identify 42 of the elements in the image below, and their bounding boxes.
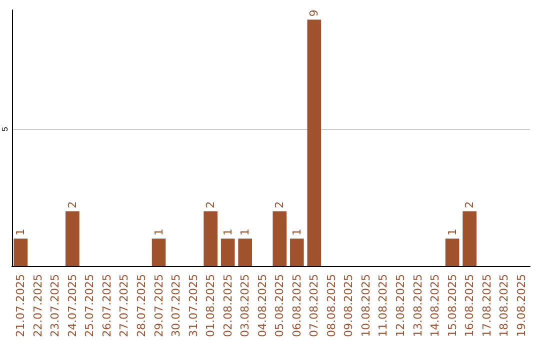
x-tick-label: 27.07.2025 bbox=[118, 274, 131, 338]
x-tick-label: 19.08.2025 bbox=[514, 274, 528, 338]
x-tick-label: 15.08.2025 bbox=[446, 274, 459, 338]
x-tick-label: 14.08.2025 bbox=[428, 274, 442, 338]
data-label: 1 bbox=[14, 228, 28, 236]
x-tick-label: 16.08.2025 bbox=[463, 274, 476, 338]
x-tick-label: 11.08.2025 bbox=[376, 274, 390, 338]
x-tick-label: 03.08.2025 bbox=[238, 274, 252, 338]
x-tick-label: 30.07.2025 bbox=[170, 274, 183, 338]
data-label: 2 bbox=[204, 201, 218, 208]
x-tick-label: 17.08.2025 bbox=[480, 274, 494, 338]
x-tick-label: 26.07.2025 bbox=[100, 274, 114, 338]
x-tick-label: 10.08.2025 bbox=[359, 274, 372, 338]
x-tick-label: 29.07.2025 bbox=[152, 274, 166, 338]
data-label: 1 bbox=[221, 228, 234, 236]
y-tick-label: 5 bbox=[0, 126, 10, 132]
x-tick-label: 22.07.2025 bbox=[31, 274, 44, 338]
x-tick-label: 12.08.2025 bbox=[394, 274, 407, 338]
data-label: 2 bbox=[463, 201, 476, 208]
data-label: 9 bbox=[308, 10, 321, 17]
data-label: 1 bbox=[238, 228, 252, 236]
x-tick-label: 28.07.2025 bbox=[135, 274, 148, 338]
x-tick-label: 08.08.2025 bbox=[324, 274, 338, 338]
x-tick-label: 09.08.2025 bbox=[342, 274, 356, 338]
data-label: 2 bbox=[66, 201, 79, 208]
x-tick-label: 21.07.2025 bbox=[14, 274, 28, 338]
data-label: 1 bbox=[290, 228, 304, 236]
x-tick-label: 06.08.2025 bbox=[290, 274, 304, 338]
x-tick-label: 02.08.2025 bbox=[221, 274, 234, 338]
x-tick-label: 24.07.2025 bbox=[66, 274, 79, 338]
data-label: 2 bbox=[273, 201, 286, 208]
x-tick-label: 18.08.2025 bbox=[498, 274, 511, 338]
data-label: 1 bbox=[446, 228, 459, 236]
x-tick-label: 07.08.2025 bbox=[308, 274, 321, 338]
data-label: 1 bbox=[152, 228, 166, 236]
x-tick-label: 04.08.2025 bbox=[256, 274, 269, 338]
x-tick-label: 31.07.2025 bbox=[186, 274, 200, 338]
x-tick-label: 23.07.2025 bbox=[48, 274, 62, 338]
x-tick-label: 13.08.2025 bbox=[411, 274, 424, 338]
x-tick-label: 01.08.2025 bbox=[204, 274, 218, 338]
x-tick-label: 25.07.2025 bbox=[83, 274, 96, 338]
x-tick-label: 05.08.2025 bbox=[273, 274, 286, 338]
